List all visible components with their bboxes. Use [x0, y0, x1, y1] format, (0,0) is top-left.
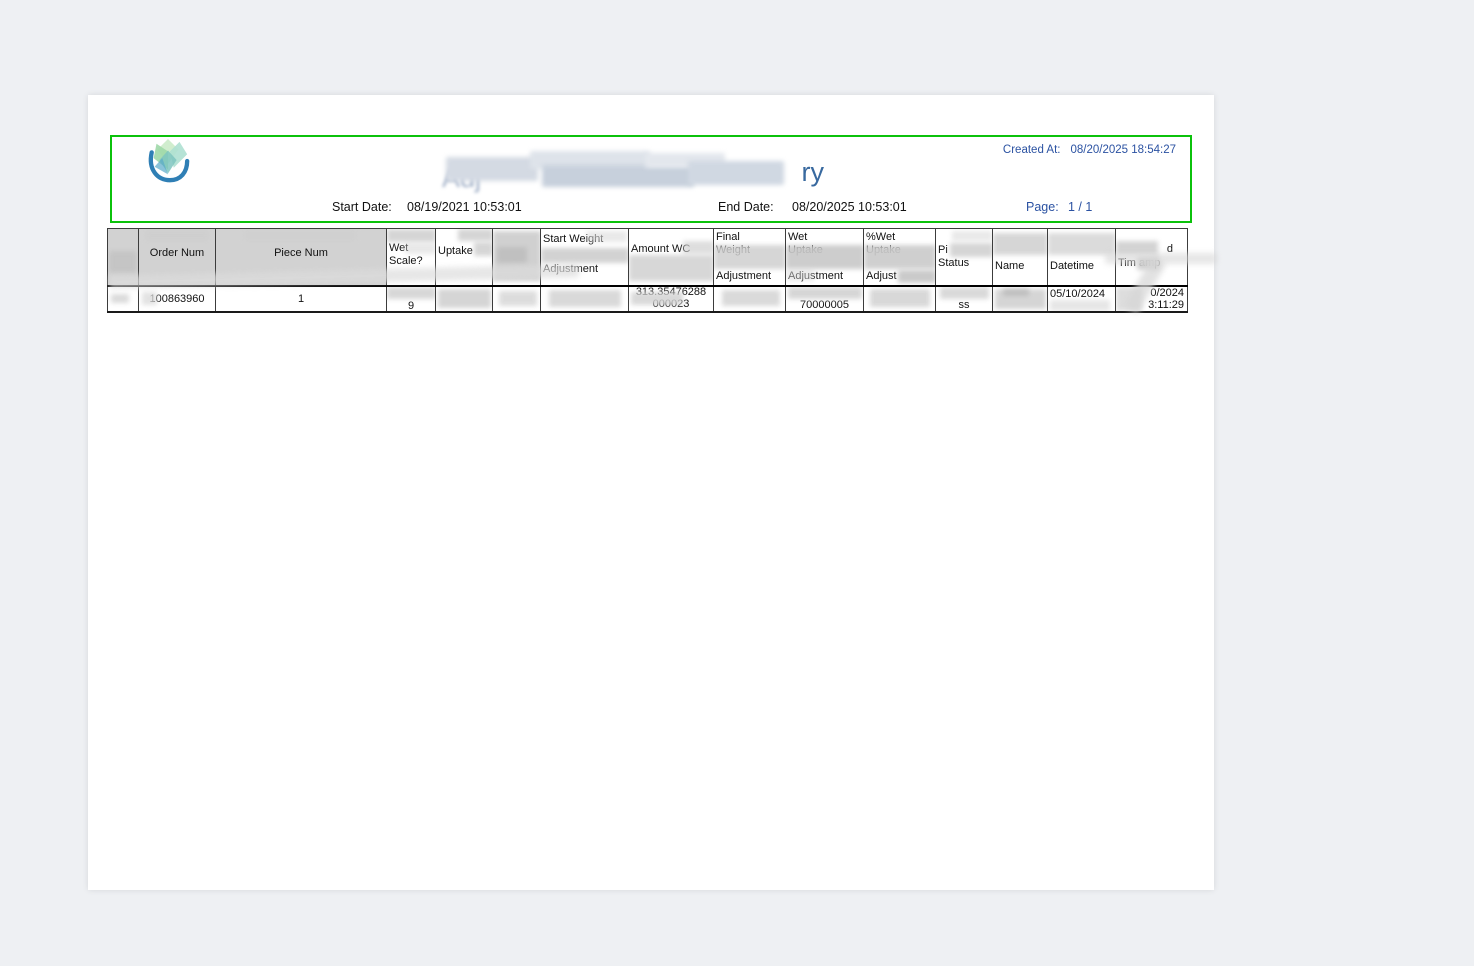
redaction-patch: [142, 291, 157, 305]
cell-order-num: 100863960: [138, 285, 216, 313]
redaction-patch: [405, 243, 435, 254]
redaction-patch: [387, 229, 435, 242]
created-at-label: Created At:: [1002, 144, 1061, 156]
start-date-label: Start Date:: [332, 200, 392, 214]
redaction-patch: [1105, 253, 1217, 264]
redaction-patch: [683, 241, 713, 254]
redaction-patch: [950, 243, 992, 257]
col-header-amount-wc: Amount WC: [628, 228, 714, 287]
end-date-label: End Date:: [718, 200, 774, 214]
col-header-pct-wet-uptake-adjustment: %Wet Uptake Adjust: [863, 228, 936, 287]
redaction-patch: [587, 231, 627, 242]
redaction-patch: [458, 229, 492, 241]
redaction-patch: [1003, 288, 1029, 296]
col-header-piece-status: Pi Status: [935, 228, 993, 287]
redaction-patch: [870, 288, 930, 307]
col-header-wet-uptake-adjustment: Wet Uptake Adjustment: [785, 228, 864, 287]
cell-start-weight-adjustment: [540, 285, 629, 313]
redaction-patch: [145, 230, 209, 241]
cell-seq: [107, 285, 139, 313]
redaction-patch: [940, 286, 989, 299]
redaction-patch: [446, 157, 538, 181]
end-date-value: 08/20/2025 10:53:01: [792, 200, 907, 214]
redaction-patch: [387, 286, 435, 299]
redaction-patch: [952, 231, 992, 241]
redaction-patch: [864, 245, 935, 269]
cell-wet-scale: 9: [386, 285, 436, 313]
report-title-fragment-end: ry: [801, 157, 825, 187]
redaction-patch: [722, 289, 780, 306]
redaction-patch: [541, 248, 628, 263]
redaction-patch: [688, 161, 784, 185]
redaction-patch: [474, 242, 492, 256]
redaction-patch: [438, 288, 491, 308]
cell-datetime: 05/10/2024: [1047, 285, 1116, 313]
tulip-shield-logo-icon: [148, 138, 190, 183]
cell-uptake: [435, 285, 493, 313]
redaction-patch: [111, 293, 129, 303]
redaction-patch: [629, 255, 713, 281]
redaction-patch: [497, 247, 527, 263]
cell-pct-wet-uptake-adjustment: [863, 285, 936, 313]
col-header-datetime: Datetime: [1047, 228, 1116, 287]
start-date-value: 08/19/2021 10:53:01: [407, 200, 522, 214]
redaction-patch: [530, 151, 650, 169]
table-row: 100863960 1 9: [107, 285, 1188, 313]
redaction-patch: [499, 290, 537, 306]
report-dates-row: Start Date: 08/19/2021 10:53:01 End Date…: [112, 200, 1190, 218]
redaction-patch: [244, 230, 356, 241]
page-number: 1 / 1: [1068, 200, 1093, 214]
redaction-patch: [788, 286, 862, 299]
report-page: Created At: 08/20/2025 18:54:27 Adj ry S…: [88, 95, 1217, 890]
redaction-patch: [786, 269, 814, 281]
redaction-patch: [109, 251, 137, 273]
page-label: Page:: [1026, 200, 1059, 214]
cell-wet-uptake-adjustment: 70000005: [785, 285, 864, 313]
redaction-patch: [714, 245, 785, 269]
created-at-value: 08/20/2025 18:54:27: [1070, 144, 1176, 156]
created-at: Created At: 08/20/2025 18:54:27: [1003, 144, 1176, 156]
redaction-patch: [898, 270, 935, 283]
redaction-patch: [1116, 241, 1158, 255]
redaction-patch: [993, 233, 1047, 255]
cell-final-weight-adjustment: [713, 285, 786, 313]
report-header-box: Created At: 08/20/2025 18:54:27 Adj ry S…: [110, 135, 1192, 223]
redaction-patch: [631, 291, 683, 305]
redaction-patch: [542, 165, 694, 187]
col-header-final-weight-adjustment: Final Weight Adjustment: [713, 228, 786, 287]
col-header-name: Name: [992, 228, 1048, 287]
cell-piece-num: 1: [215, 285, 387, 313]
cell-amount-wc: 313.35476288 000023: [628, 285, 714, 313]
report-table-wrap: Order Num Piece Num Wet Scale? Uptake: [107, 228, 1217, 315]
redaction-patch: [786, 245, 863, 269]
report-table: Order Num Piece Num Wet Scale? Uptake: [107, 228, 1188, 313]
cell-redacted: [492, 285, 541, 313]
redaction-patch: [549, 289, 621, 307]
redaction-patch: [1048, 233, 1115, 255]
cell-name: [992, 285, 1048, 313]
cell-status: ss: [935, 285, 993, 313]
redaction-patch: [1050, 299, 1110, 310]
report-title: Adj ry: [440, 151, 825, 195]
